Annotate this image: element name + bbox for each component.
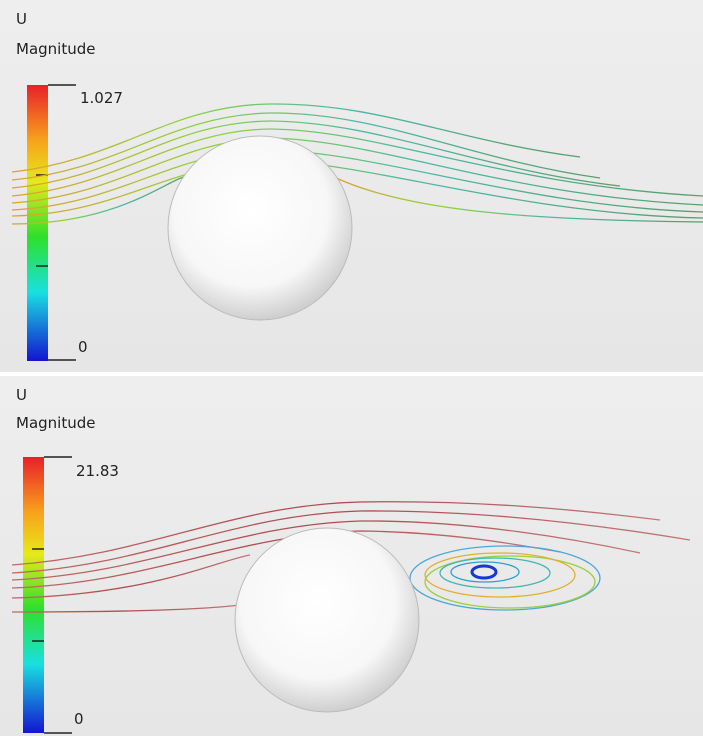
max-label: 1.027 — [80, 89, 123, 107]
panel: U Magnitude 21.83 0 — [0, 376, 703, 736]
min-label: 0 — [78, 338, 88, 356]
color-bar — [23, 457, 44, 733]
min-label: 0 — [74, 710, 84, 728]
field-label: U — [16, 10, 27, 28]
panel: U Magnitude 1.027 0 — [0, 0, 703, 372]
quantity-label: Magnitude — [16, 40, 95, 58]
sphere — [235, 528, 419, 712]
sphere — [168, 136, 352, 320]
max-label: 21.83 — [76, 462, 119, 480]
quantity-label: Magnitude — [16, 414, 95, 432]
screenshot: U Magnitude 1.027 0 U Magnitude — [0, 0, 703, 736]
field-label: U — [16, 386, 27, 404]
